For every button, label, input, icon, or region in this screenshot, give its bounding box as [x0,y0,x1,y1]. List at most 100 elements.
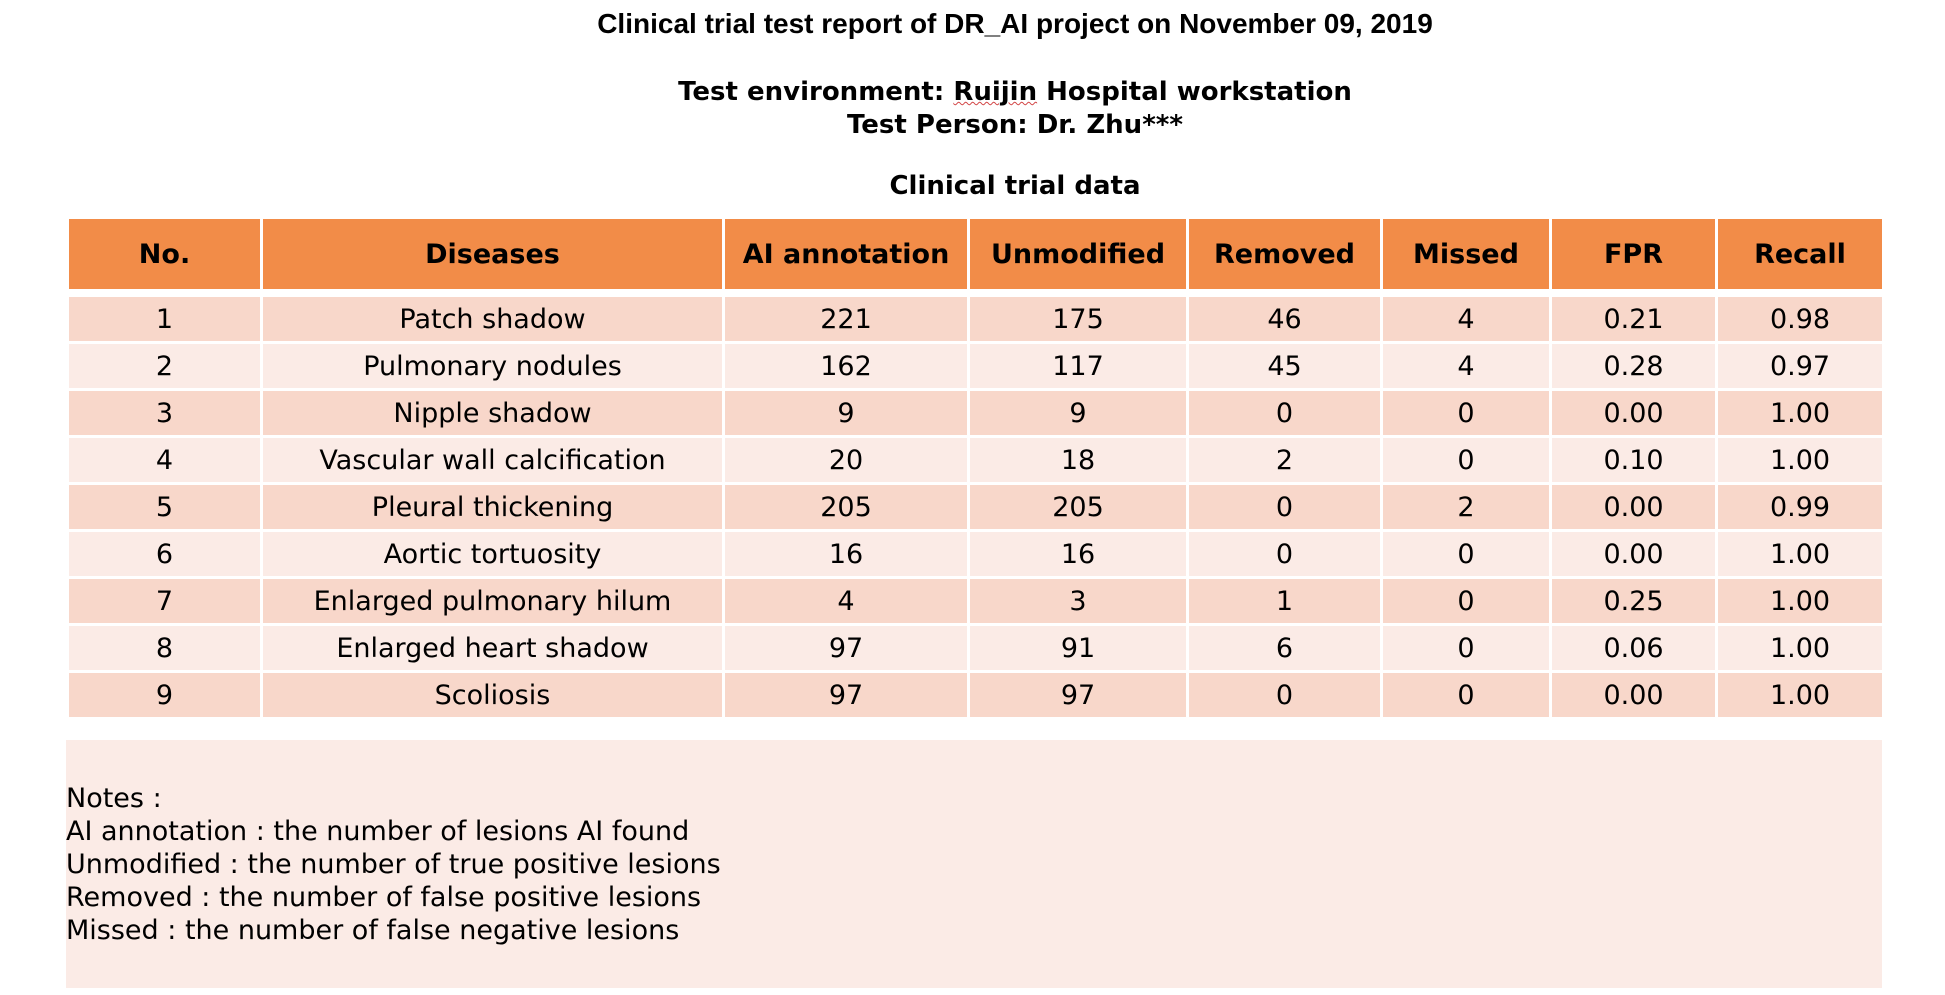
cell-removed: 0 [1186,670,1383,720]
cell-disease: Aortic tortuosity [260,529,725,579]
cell-missed: 0 [1380,623,1552,673]
cell-disease: Enlarged heart shadow [260,623,725,673]
cell-ai-annotation: 205 [722,482,970,532]
cell-unmodified: 3 [967,576,1189,626]
cell-unmodified: 16 [967,529,1189,579]
cell-removed: 45 [1186,341,1383,391]
cell-no: 3 [66,388,263,438]
cell-missed: 0 [1380,388,1552,438]
table-row: 9 Scoliosis 97 97 0 0 0.00 1.00 [66,670,1885,720]
cell-recall: 1.00 [1715,388,1885,438]
cell-recall: 1.00 [1715,435,1885,485]
cell-removed: 0 [1186,482,1383,532]
cell-ai-annotation: 4 [722,576,970,626]
cell-ai-annotation: 97 [722,670,970,720]
table-row: 3 Nipple shadow 9 9 0 0 0.00 1.00 [66,388,1885,438]
table-row: 7 Enlarged pulmonary hilum 4 3 1 0 0.25 … [66,576,1885,626]
table-row: 1 Patch shadow 221 175 46 4 0.21 0.98 [66,294,1885,344]
cell-removed: 0 [1186,388,1383,438]
clinical-data-table-wrapper: No. Diseases AI annotation Unmodified Re… [66,216,1885,720]
table-row: 6 Aortic tortuosity 16 16 0 0 0.00 1.00 [66,529,1885,579]
cell-no: 9 [66,670,263,720]
header-unmodified: Unmodified [967,216,1189,292]
cell-recall: 0.99 [1715,482,1885,532]
cell-recall: 0.98 [1715,294,1885,344]
header-gap-cell [66,289,1885,297]
test-environment-hospital: Ruijin [953,77,1038,107]
notes-heading: Notes : [66,783,162,814]
table-row: 2 Pulmonary nodules 162 117 45 4 0.28 0.… [66,341,1885,391]
cell-disease: Patch shadow [260,294,725,344]
test-environment-rest: Hospital workstation [1037,77,1352,107]
cell-no: 2 [66,341,263,391]
cell-ai-annotation: 9 [722,388,970,438]
header-recall: Recall [1715,216,1885,292]
cell-fpr: 0.10 [1549,435,1718,485]
cell-recall: 1.00 [1715,529,1885,579]
cell-removed: 0 [1186,529,1383,579]
test-info: Test environment: Ruijin Hospital workst… [0,76,1945,142]
cell-disease: Pulmonary nodules [260,341,725,391]
cell-fpr: 0.21 [1549,294,1718,344]
cell-no: 4 [66,435,263,485]
cell-no: 7 [66,576,263,626]
cell-fpr: 0.28 [1549,341,1718,391]
cell-unmodified: 9 [967,388,1189,438]
table-header-row: No. Diseases AI annotation Unmodified Re… [66,216,1885,292]
section-title: Clinical trial data [889,171,1141,201]
header-no: No. [66,216,263,292]
note-ai-annotation: AI annotation : the number of lesions AI… [66,816,690,847]
cell-missed: 4 [1380,341,1552,391]
test-environment: Test environment: Ruijin Hospital workst… [0,76,1945,109]
table-row: 5 Pleural thickening 205 205 0 2 0.00 0.… [66,482,1885,532]
clinical-data-table: No. Diseases AI annotation Unmodified Re… [66,216,1885,720]
cell-ai-annotation: 97 [722,623,970,673]
header-removed: Removed [1186,216,1383,292]
report-title: Clinical trial test report of DR_AI proj… [597,8,1433,39]
cell-fpr: 0.25 [1549,576,1718,626]
cell-recall: 1.00 [1715,670,1885,720]
cell-fpr: 0.00 [1549,482,1718,532]
test-person: Test Person: Dr. Zhu*** [847,110,1183,140]
cell-missed: 2 [1380,482,1552,532]
cell-fpr: 0.00 [1549,670,1718,720]
cell-unmodified: 175 [967,294,1189,344]
cell-disease: Scoliosis [260,670,725,720]
cell-removed: 46 [1186,294,1383,344]
table-row: 4 Vascular wall calcification 20 18 2 0 … [66,435,1885,485]
cell-unmodified: 91 [967,623,1189,673]
cell-recall: 1.00 [1715,576,1885,626]
note-unmodified: Unmodified : the number of true positive… [66,849,721,880]
cell-recall: 1.00 [1715,623,1885,673]
cell-recall: 0.97 [1715,341,1885,391]
cell-disease: Nipple shadow [260,388,725,438]
cell-ai-annotation: 20 [722,435,970,485]
cell-ai-annotation: 221 [722,294,970,344]
cell-disease: Vascular wall calcification [260,435,725,485]
cell-unmodified: 117 [967,341,1189,391]
cell-disease: Enlarged pulmonary hilum [260,576,725,626]
cell-removed: 1 [1186,576,1383,626]
note-removed: Removed : the number of false positive l… [66,882,702,913]
cell-unmodified: 205 [967,482,1189,532]
cell-unmodified: 97 [967,670,1189,720]
cell-fpr: 0.00 [1549,388,1718,438]
header-fpr: FPR [1549,216,1718,292]
cell-fpr: 0.06 [1549,623,1718,673]
cell-missed: 0 [1380,670,1552,720]
header-missed: Missed [1380,216,1552,292]
cell-missed: 0 [1380,529,1552,579]
note-missed: Missed : the number of false negative le… [66,915,680,946]
cell-removed: 6 [1186,623,1383,673]
cell-disease: Pleural thickening [260,482,725,532]
cell-ai-annotation: 16 [722,529,970,579]
cell-removed: 2 [1186,435,1383,485]
cell-no: 5 [66,482,263,532]
cell-ai-annotation: 162 [722,341,970,391]
cell-no: 8 [66,623,263,673]
test-environment-label: Test environment: [678,77,954,107]
cell-fpr: 0.00 [1549,529,1718,579]
notes-panel: Notes : AI annotation : the number of le… [66,740,1882,988]
cell-missed: 0 [1380,435,1552,485]
table-row: 8 Enlarged heart shadow 97 91 6 0 0.06 1… [66,623,1885,673]
